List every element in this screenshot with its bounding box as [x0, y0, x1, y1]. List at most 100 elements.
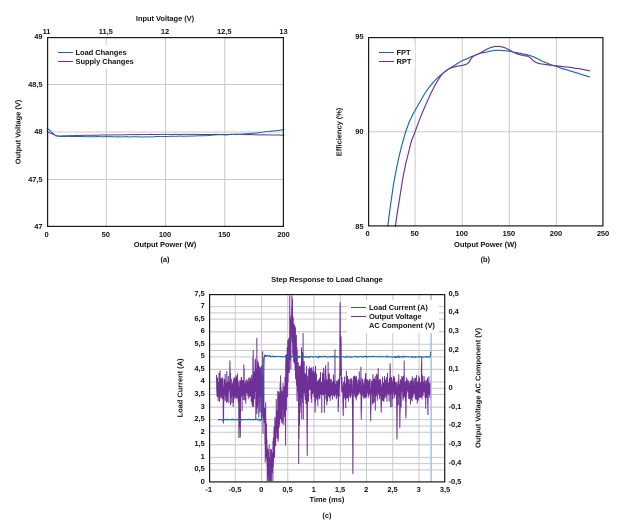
legend-swatch-blue [378, 52, 394, 53]
chart-a-xtick-label: 100 [158, 229, 172, 239]
chart-c-xtick-label: 1,5 [334, 484, 346, 494]
legend-swatch-blue [351, 306, 366, 308]
chart-c-ytick-label: 2 [200, 426, 205, 436]
chart-c-ytick-label: 0,5 [194, 464, 205, 474]
chart-a-canvas [46, 37, 284, 228]
series-rpt [394, 45, 590, 228]
chart-c-xtick-label: 2,5 [387, 484, 398, 494]
chart-c-legend-row: Load Current (A) [351, 303, 435, 312]
series-fpt [386, 49, 590, 228]
chart-a-xlabel-bottom: Output Power (W) [133, 239, 197, 249]
legend-swatch-purple [57, 61, 73, 62]
series-supply-changes [46, 131, 284, 137]
chart-c-legend: Load Current (A) Output Voltage AC Compone… [347, 299, 439, 333]
chart-c-ytick-right-label: 0,5 [448, 288, 459, 298]
chart-c-legend-row: Output Voltage [351, 312, 435, 321]
chart-b-legend-row: RPT [378, 57, 412, 66]
chart-a-xtick-label: 200 [277, 229, 290, 239]
chart-a-legend-row: Load Changes [57, 48, 134, 57]
chart-b-legend-row: FPT [378, 48, 412, 57]
chart-c-ylabel-right: Output Voltage AC Component (V) [473, 327, 482, 448]
chart-a-ytick-label: 49 [34, 32, 43, 41]
chart-b-xtick-label: 100 [455, 229, 468, 238]
chart-a-ytick-label: 47 [34, 222, 43, 231]
chart-c-ytick-label: 1,5 [194, 439, 205, 449]
chart-a-xtick-top-label: 11,5 [98, 26, 113, 36]
chart-a-xtick-top-label: 12,5 [217, 26, 232, 36]
chart-b-ytick-label: 85 [355, 221, 364, 231]
chart-c-ytick-label: 6 [200, 326, 205, 336]
chart-a-legend-row: Supply Changes [57, 57, 134, 66]
chart-c-ytick-label: 2,5 [194, 414, 205, 424]
chart-c-xtick-label: 1 [311, 484, 316, 494]
chart-b-caption: (b) [480, 255, 491, 264]
chart-a-xtick-top-label: 13 [279, 26, 288, 36]
chart-b-ytick-label: 90 [355, 126, 364, 136]
legend-item-label: FPT [396, 48, 411, 57]
chart-c-ytick-right-label: 0,2 [448, 345, 459, 355]
chart-c-ytick-right-label: 0,3 [448, 326, 459, 336]
legend-item-label: AC Component (V) [369, 320, 435, 330]
chart-a-xtick-top-label: 12 [160, 26, 170, 36]
legend-item-label: Supply Changes [75, 57, 134, 66]
chart-c-xtick-label: 0 [259, 484, 264, 494]
chart-b-xlabel-bottom: Output Power (W) [454, 239, 517, 249]
legend-swatch-blue [57, 52, 73, 53]
chart-c-xtick-label: 0,5 [282, 484, 293, 494]
chart-c-ytick-right-label: 0,1 [448, 363, 459, 373]
chart-b-xtick-label: 50 [410, 229, 419, 238]
chart-c-ytick-label: 6,5 [194, 313, 205, 323]
chart-b-xtick-label: 0 [365, 229, 370, 238]
legend-swatch-purple [351, 315, 366, 317]
chart-c-ytick-right-label: -0,4 [448, 458, 462, 468]
legend-item-label: Output Voltage [369, 311, 422, 321]
chart-b-plot-border [367, 37, 604, 227]
chart-b-xtick-label: 200 [549, 229, 563, 238]
chart-c-ytick-label: 5,5 [194, 338, 205, 348]
legend-item-label: RPT [396, 57, 412, 66]
chart-a-ytick-label: 48 [34, 127, 43, 136]
chart-c-ytick-label: 7 [200, 301, 205, 311]
chart-c-xtick-label: 2 [364, 484, 369, 494]
chart-a-xtick-label: 50 [101, 229, 110, 239]
chart-c-ytick-label: 4 [200, 376, 205, 386]
chart-c-ytick-right-label: -0,5 [448, 477, 462, 486]
legend-item-label: Load Current (A) [369, 302, 428, 312]
chart-c-ytick-label: 1 [200, 451, 205, 461]
chart-a-xlabel-top: Input Voltage (V) [135, 13, 195, 23]
chart-c-plot-border [208, 293, 445, 482]
chart-b-xtick-label: 150 [502, 229, 515, 238]
chart-a-caption: (a) [160, 255, 170, 264]
chart-c-xtick-label: -1 [205, 484, 212, 494]
chart-c-ytick-right-label: -0,2 [448, 420, 462, 430]
chart-c-ytick-label: 4,5 [194, 363, 205, 373]
chart-c-title: Step Response to Load Change [271, 274, 383, 284]
chart-a-ytick-label: 48,5 [28, 79, 43, 89]
chart-c-xtick-label: 3 [416, 484, 421, 494]
chart-c-ytick-right-label: -0,1 [448, 401, 462, 411]
chart-c-xtick-label: 3,5 [439, 484, 451, 494]
chart-c-legend-row: AC Component (V) [351, 321, 435, 330]
chart-a-xtick-label: 150 [218, 229, 231, 239]
chart-c-ytick-right-label: 0 [448, 382, 453, 392]
chart-c-xlabel-bottom: Time (ms) [309, 495, 345, 504]
chart-c-ytick-label: 3,5 [194, 389, 205, 399]
chart-c-xtick-label: -0,5 [228, 484, 242, 494]
series-output-voltage-ac-component-v- [215, 294, 431, 481]
chart-c-ytick-label: 5 [200, 351, 205, 361]
legend-item-label: Load Changes [75, 48, 127, 57]
chart-b-canvas [367, 37, 604, 228]
chart-b-xtick-label: 250 [596, 229, 610, 238]
chart-c-ytick-label: 7,5 [194, 288, 205, 298]
chart-a-legend: Load Changes Supply Changes [53, 45, 138, 69]
chart-c-ytick-label: 0 [200, 477, 205, 486]
chart-c-ytick-right-label: 0,4 [448, 307, 459, 317]
legend-swatch-purple [378, 61, 394, 62]
chart-a-plot-border [46, 37, 284, 228]
chart-a-xtick-label: 0 [44, 229, 49, 239]
series-load-changes [46, 127, 284, 138]
chart-b-ytick-label: 95 [355, 32, 364, 41]
chart-b-legend: FPT RPT [374, 45, 416, 69]
chart-c-ytick-right-label: -0,3 [448, 439, 462, 449]
